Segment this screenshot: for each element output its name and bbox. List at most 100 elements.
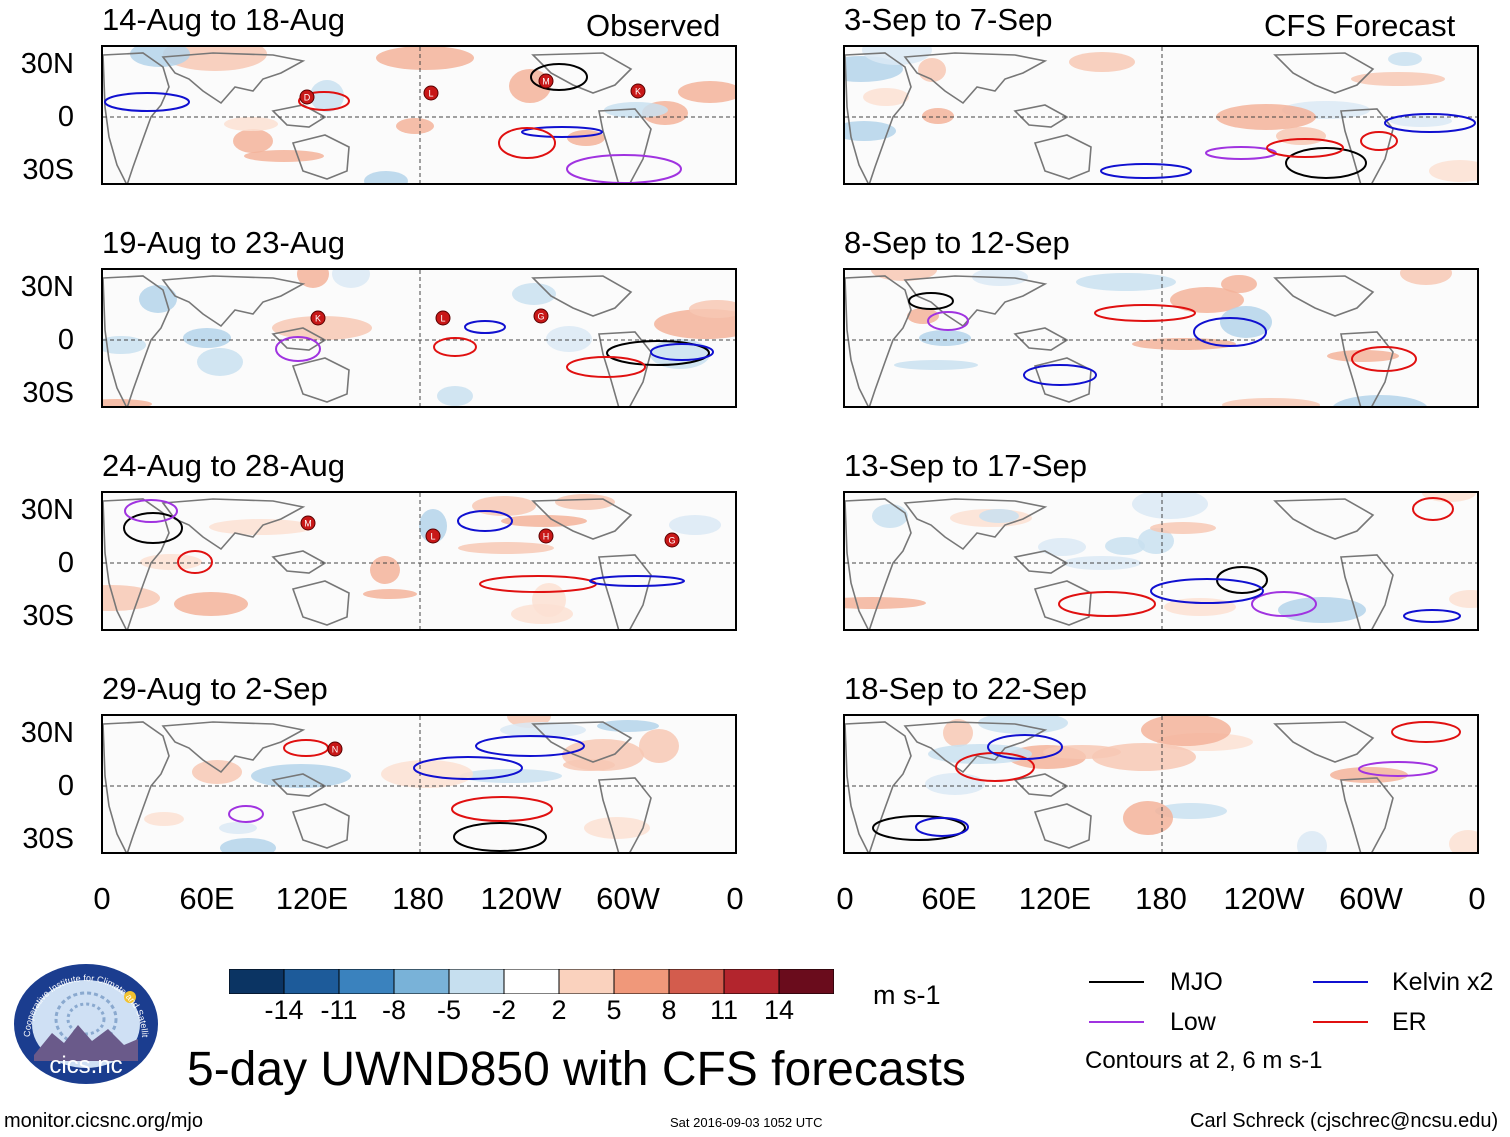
storm-marker: K — [310, 310, 326, 326]
wind-anomaly-blob — [272, 316, 372, 340]
kelvin-contour — [1150, 578, 1264, 604]
footer-timestamp: Sat 2016-09-03 1052 UTC — [670, 1115, 823, 1130]
kelvin-contour — [1193, 317, 1267, 347]
er-contour — [1351, 346, 1417, 372]
coastline — [1273, 721, 1375, 763]
wind-anomaly-blob — [174, 592, 248, 616]
figure-title: 5-day UWND850 with CFS forecasts — [187, 1043, 966, 1096]
colorbar-swatch — [558, 969, 615, 994]
coastline — [903, 52, 1048, 105]
legend-line-low — [1089, 1021, 1144, 1023]
wind-anomaly-blob — [297, 270, 329, 288]
map-panel-obs-3: M L H G — [101, 491, 737, 631]
colorbar-swatch — [338, 969, 395, 994]
wind-anomaly-blob — [501, 515, 587, 527]
colorbar-swatch — [668, 969, 725, 994]
wind-anomaly-blob — [845, 121, 896, 141]
legend-line-kelvin — [1313, 981, 1368, 983]
colorbar — [229, 969, 834, 994]
lon-label-0: 0 — [836, 881, 854, 916]
lon-label-60e: 60E — [921, 881, 977, 916]
coastline — [1273, 275, 1375, 317]
coastline — [271, 327, 327, 351]
kelvin-contour — [413, 756, 523, 780]
er-contour — [498, 127, 556, 159]
lat-label-eq: 0 — [57, 101, 74, 133]
coastline — [271, 773, 327, 797]
wind-anomaly-blob — [1297, 831, 1327, 852]
map-panel-fc-4 — [843, 714, 1479, 854]
wind-anomaly-blob — [979, 509, 1019, 523]
lon-label-180: 180 — [1135, 881, 1187, 916]
map-svg: N — [103, 716, 735, 852]
wind-anomaly-blob — [1278, 597, 1366, 623]
coastline — [903, 721, 1048, 774]
er-contour — [283, 739, 329, 757]
wind-anomaly-blob — [244, 150, 324, 162]
er-contour — [1391, 721, 1461, 743]
wind-anomaly-blob — [894, 360, 978, 370]
map-panel-fc-1 — [843, 45, 1479, 185]
wind-anomaly-blob — [103, 585, 160, 611]
coastline — [1033, 357, 1092, 403]
wind-anomaly-blob — [1076, 273, 1176, 291]
coastline — [531, 721, 633, 763]
er-contour — [566, 356, 646, 378]
legend-note: Contours at 2, 6 m s-1 — [1085, 1047, 1323, 1074]
lat-label-30s: 30S — [22, 823, 74, 855]
storm-marker: M — [538, 73, 554, 89]
wind-anomaly-blob — [1429, 160, 1477, 182]
coastline — [845, 275, 912, 406]
wind-anomaly-blob — [1141, 716, 1231, 746]
coastline — [1340, 331, 1394, 406]
cics-logo: Cooperative Institute for Climate and Sa… — [12, 963, 158, 1084]
kelvin-contour — [1100, 163, 1192, 179]
wind-anomaly-blob — [437, 386, 473, 406]
lon-label-180: 180 — [392, 881, 444, 916]
wind-anomaly-blob — [396, 118, 434, 134]
coastline — [291, 803, 350, 849]
wind-anomaly-blob — [862, 47, 932, 65]
coastline — [1013, 773, 1069, 797]
wind-anomaly-blob — [364, 171, 408, 183]
storm-marker: L — [423, 85, 439, 101]
low-contour — [228, 805, 264, 823]
kelvin-contour — [1023, 364, 1097, 386]
wind-anomaly-blob — [567, 130, 605, 146]
colorbar-swatch — [613, 969, 670, 994]
coastline — [291, 357, 350, 403]
storm-letter: L — [430, 532, 435, 542]
coastline — [1340, 777, 1394, 852]
wind-anomaly-blob — [103, 399, 152, 406]
wind-anomaly-blob — [669, 515, 721, 535]
lon-label-0: 0 — [726, 881, 744, 916]
wind-anomaly-blob — [546, 326, 592, 352]
lat-label-eq: 0 — [57, 324, 74, 356]
lon-label-120e: 120E — [275, 881, 349, 916]
storm-letter: G — [668, 536, 675, 546]
coastline — [271, 550, 327, 574]
er-contour — [298, 91, 350, 111]
wind-anomaly-blob — [943, 719, 973, 747]
storm-marker: M — [300, 515, 316, 531]
kelvin-contour — [1403, 609, 1461, 623]
wind-anomaly-blob — [139, 285, 177, 313]
wind-anomaly-blob — [130, 47, 190, 67]
storm-letter: L — [440, 314, 445, 324]
coastline — [103, 721, 170, 852]
wind-anomaly-blob — [555, 494, 615, 510]
mjo-contour — [872, 815, 966, 841]
kelvin-contour — [457, 510, 513, 532]
wind-anomaly-blob — [925, 773, 985, 795]
wind-anomaly-blob — [183, 328, 231, 348]
colorbar-swatch — [283, 969, 340, 994]
wind-anomaly-blob — [1150, 522, 1216, 534]
colorbar-tick-label: 11 — [709, 995, 739, 1025]
wind-anomaly-blob — [1276, 127, 1326, 145]
panel-title-obs-4: 29-Aug to 2-Sep — [102, 671, 328, 706]
coastline — [1033, 803, 1092, 849]
wind-anomaly-blob — [1155, 803, 1227, 819]
colorbar-tick-label: -14 — [264, 995, 304, 1025]
coastline — [531, 275, 633, 317]
